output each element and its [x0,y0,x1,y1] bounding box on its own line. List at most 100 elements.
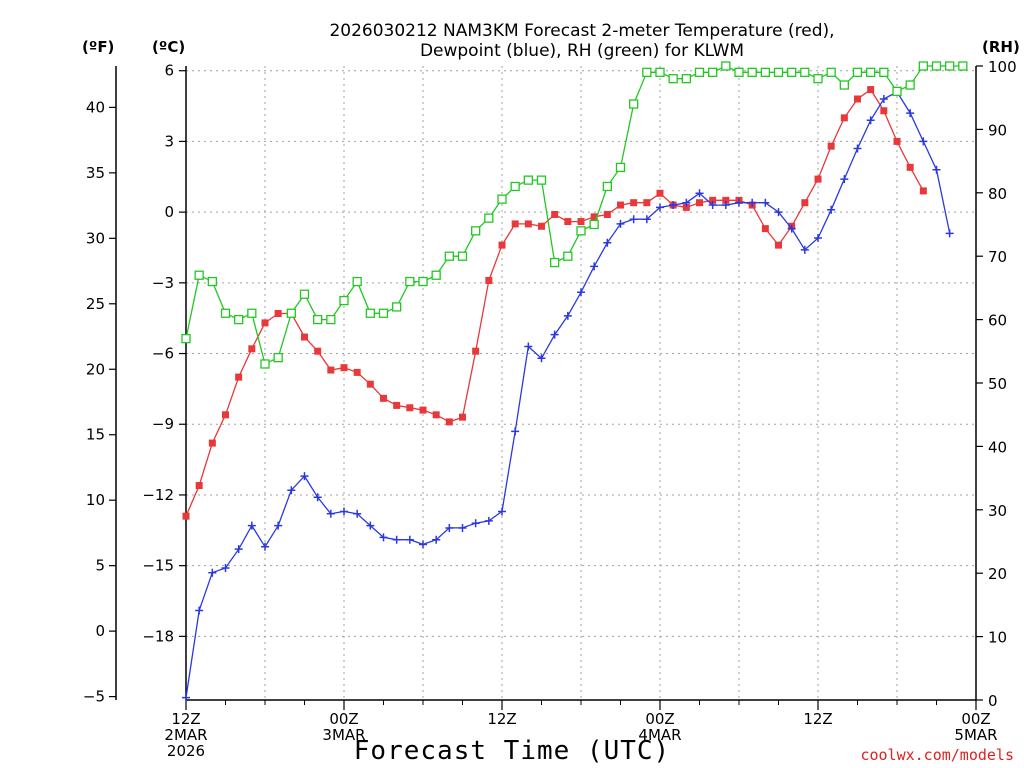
dewpoint-point [603,238,612,247]
fahrenheit-tick-label: 0 [95,622,105,640]
temperature-point [827,142,835,150]
dewpoint-point [208,568,217,577]
dewpoint-point [906,109,915,118]
dewpoint-point [287,486,296,495]
x-tick-label: 00Z [961,710,990,728]
rh-point [866,67,876,77]
rh-line [185,65,963,365]
dewpoint-point [300,472,309,481]
dewpoint-point [945,229,954,238]
temperature-point [603,210,611,218]
rh-point [234,314,244,325]
dewpoint-point [182,693,190,702]
rh-point [852,67,863,77]
rh-tick-label: 50 [988,375,1007,393]
fahrenheit-tick-label: 15 [86,426,105,444]
dewpoint-point [419,540,427,549]
x-tick-label: 12Z [487,710,516,728]
rh-point [484,213,494,223]
rh-point [418,276,428,287]
dewpoint-point [458,523,467,532]
rh-point [839,80,849,90]
dewpoint-point [471,519,480,528]
series-layer [181,61,968,702]
rh-point [958,61,968,71]
temperature-point [722,196,730,204]
temperature-point [235,373,243,381]
dewpoint-point [708,201,717,210]
dewpoint-point [524,342,533,351]
dewpoint-point [827,205,836,214]
temperature-point [195,482,203,490]
rh-point [892,86,902,97]
dewpoint-point [721,201,730,210]
fahrenheit-tick-label: 35 [86,164,105,182]
chart-title-line2: Dewpoint (blue), RH (green) for KLWM [420,41,744,61]
rh-point [760,67,770,77]
rh-point [668,74,678,84]
rh-point [576,226,586,236]
rh-point [405,276,415,287]
rh-point [523,175,533,185]
rh-point [773,67,784,77]
dewpoint-point [774,208,783,217]
dewpoint-point [669,201,678,210]
temperature-point [617,201,624,209]
rh-point [247,308,257,318]
temperature-point [274,309,282,317]
dewpoint-point [761,198,770,207]
dewpoint-line [185,91,951,698]
dewpoint-point [748,198,757,207]
fahrenheit-tick-label: 5 [95,557,105,575]
rh-point [905,80,915,90]
rh-point [536,175,547,185]
rh-point [826,67,836,77]
dewpoint-point [919,137,928,146]
temperature-point [511,220,519,228]
rh-point [313,314,323,325]
x-tick-label: 4MAR [638,726,681,744]
rh-point [734,67,744,77]
x-tick-label: 3MAR [322,726,365,744]
temperature-point [906,163,914,171]
temperature-point [656,189,664,197]
temperature-point [485,276,493,284]
dewpoint-point [879,94,888,103]
fahrenheit-tick-label: 25 [86,295,105,313]
dewpoint-point [195,606,204,615]
rh-point [207,276,217,287]
temperature-point [630,199,638,207]
fahrenheit-tick-label: −5 [83,688,105,706]
dewpoint-point [656,203,664,212]
temperature-point [696,199,703,207]
dewpoint-point [840,175,849,184]
rh-tick-label: 10 [988,629,1007,647]
temperature-point [498,241,506,249]
dewpoint-point [866,116,875,125]
celsius-tick-label: −3 [152,274,174,292]
rh-tick-label: 30 [988,502,1007,520]
series-rh [181,61,968,369]
rh-point [694,67,705,77]
fahrenheit-tick-label: 30 [86,229,105,247]
rh-point [365,308,375,318]
rh-point [510,181,520,192]
temperature-point [353,368,361,376]
temperature-point [682,203,690,211]
celsius-tick-label: −6 [152,345,174,363]
dewpoint-point [484,516,493,525]
rh-point [615,162,626,173]
dewpoint-point [563,311,572,320]
celsius-tick-label: −12 [142,486,174,504]
dewpoint-point [247,521,256,530]
fahrenheit-tick-label: 40 [86,98,105,116]
rh-point [444,251,454,261]
x-tick-label: 12Z [171,710,200,728]
temperature-point [643,199,651,207]
source-credit: coolwx.com/models [860,746,1014,764]
celsius-tick-label: 3 [164,132,174,150]
temperature-point [880,107,888,115]
rh-point [629,99,639,109]
series-temperature [182,86,927,520]
rh-point [194,270,204,280]
